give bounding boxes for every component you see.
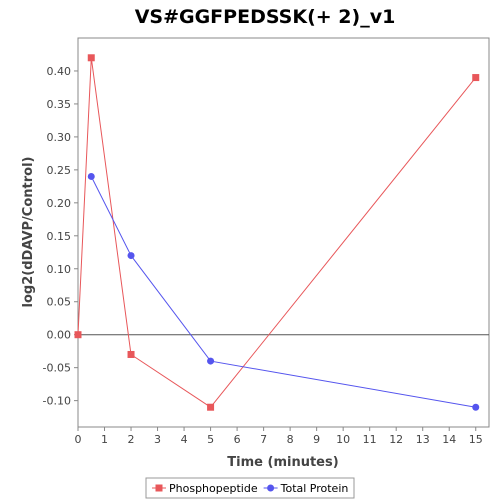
x-tick-label: 8 xyxy=(287,433,294,446)
x-tick-label: 7 xyxy=(260,433,267,446)
y-axis-title: log2(dDAVP/Control) xyxy=(21,157,36,308)
y-tick-label: 0.05 xyxy=(47,296,72,309)
phosphopeptide-point xyxy=(74,331,82,339)
y-tick-label: 0.20 xyxy=(47,197,72,210)
x-tick-label: 2 xyxy=(128,433,135,446)
y-tick-label: 0.35 xyxy=(47,98,72,111)
x-tick-label: 15 xyxy=(469,433,483,446)
x-tick-label: 6 xyxy=(234,433,241,446)
total-protein-line xyxy=(90,176,476,408)
y-tick-label: 0.00 xyxy=(47,329,72,342)
legend: Phosphopeptide Total Protein xyxy=(145,477,355,499)
series-layer xyxy=(74,54,480,411)
x-tick-label: 11 xyxy=(363,433,377,446)
y-axis: -0.10 -0.05 0.00 0.05 0.10 0.15 0.20 0.25 0.30 0.… xyxy=(43,65,78,408)
legend-marker-total-protein xyxy=(267,484,275,492)
phosphopeptide-point xyxy=(127,350,135,358)
y-tick-label: 0.10 xyxy=(47,263,72,276)
phosphopeptide-point xyxy=(472,74,480,82)
chart-title: VS#GGFPEDSSK(+ 2)_v1 xyxy=(135,6,396,28)
y-tick-label: -0.10 xyxy=(43,395,71,408)
x-tick-label: 0 xyxy=(75,433,82,446)
total-protein-point xyxy=(207,357,215,365)
y-tick-label: 0.30 xyxy=(47,131,72,144)
x-tick-label: 12 xyxy=(389,433,403,446)
legend-label-phosphopeptide: Phosphopeptide xyxy=(169,482,258,495)
total-protein-point xyxy=(87,172,95,180)
phosphopeptide-point xyxy=(87,54,95,62)
x-tick-label: 9 xyxy=(313,433,320,446)
legend-label-total-protein: Total Protein xyxy=(280,482,349,495)
x-tick-label: 13 xyxy=(416,433,430,446)
y-tick-label: -0.05 xyxy=(43,362,71,375)
x-axis-title: Time (minutes) xyxy=(227,455,338,470)
legend-marker-phosphopeptide xyxy=(155,484,163,492)
x-tick-label: 4 xyxy=(181,433,188,446)
phosphopeptide-point xyxy=(207,403,215,411)
x-tick-label: 5 xyxy=(207,433,214,446)
total-protein-point xyxy=(127,252,135,260)
total-protein-point xyxy=(472,403,480,411)
x-tick-label: 3 xyxy=(154,433,161,446)
y-tick-label: 0.25 xyxy=(47,164,72,177)
y-tick-label: 0.15 xyxy=(47,230,72,243)
legend-box xyxy=(145,477,355,499)
x-axis: 0 1 2 3 4 5 6 7 8 9 10 11 12 13 14 15 xyxy=(75,427,483,446)
x-tick-label: 1 xyxy=(101,433,108,446)
y-tick-label: 0.40 xyxy=(47,65,72,78)
plot-area xyxy=(77,37,490,428)
x-tick-label: 10 xyxy=(336,433,350,446)
x-tick-label: 14 xyxy=(442,433,456,446)
